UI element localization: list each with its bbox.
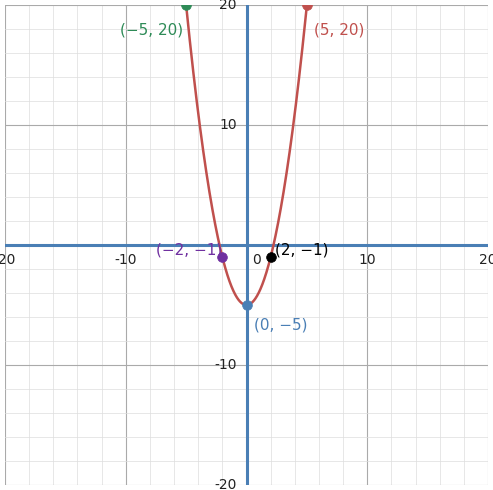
Text: 20: 20 [219,0,237,12]
Text: 10: 10 [358,253,376,268]
Text: -20: -20 [0,253,16,268]
Text: (−2, −1): (−2, −1) [156,243,222,258]
Text: -20: -20 [214,478,237,490]
Text: -10: -10 [114,253,137,268]
Text: 0: 0 [252,253,261,268]
Text: (5, 20): (5, 20) [314,23,364,38]
Text: -10: -10 [214,358,237,372]
Text: (−5, 20): (−5, 20) [120,23,183,38]
Text: (0, −5): (0, −5) [254,317,307,332]
Text: 20: 20 [479,253,493,268]
Text: 10: 10 [219,118,237,132]
Text: (2, −1): (2, −1) [276,243,329,258]
